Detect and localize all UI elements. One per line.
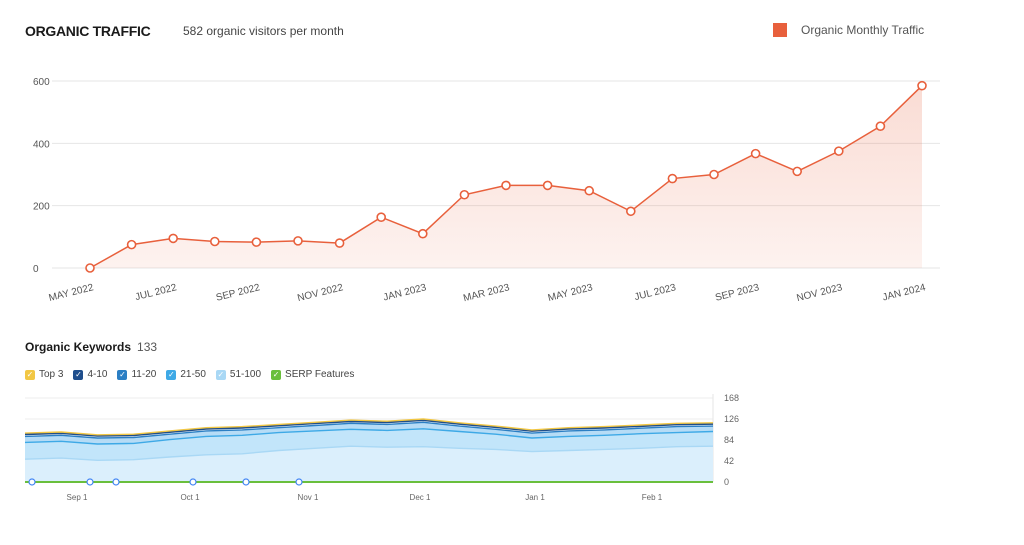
traffic-point[interactable] <box>459 189 470 200</box>
traffic-point[interactable] <box>792 166 803 177</box>
legend-label: SERP Features <box>285 369 355 380</box>
google-update-marker[interactable] <box>189 478 197 486</box>
x-tick-label: Dec 1 <box>410 493 431 502</box>
legend-label: 11-20 <box>131 369 157 380</box>
legend-item[interactable]: ✓ 11-20 <box>117 369 156 380</box>
legend-checkbox-icon[interactable]: ✓ <box>25 369 35 380</box>
legend-label: 4-10 <box>87 369 108 380</box>
y-tick-label: 600 <box>33 77 50 88</box>
traffic-point[interactable] <box>542 180 553 191</box>
google-update-marker[interactable] <box>295 478 303 486</box>
keywords-line-51-100 <box>24 445 714 462</box>
keywords-title: Organic Keywords 133 <box>25 340 158 354</box>
x-tick-label: Feb 1 <box>642 493 663 502</box>
keywords-line-Top 3 <box>24 418 714 436</box>
keywords-count: 133 <box>137 340 158 354</box>
chart-title: ORGANIC TRAFFIC <box>25 23 151 39</box>
x-tick-label: Sep 1 <box>67 493 88 502</box>
google-update-marker[interactable] <box>112 478 120 486</box>
y-tick-label: 200 <box>33 202 50 213</box>
traffic-point[interactable] <box>625 206 636 217</box>
legend-label: Top 3 <box>39 369 64 380</box>
keywords-line-4-10 <box>24 419 714 437</box>
y-tick-label: 0 <box>33 264 39 275</box>
traffic-point[interactable] <box>85 263 95 273</box>
traffic-point[interactable] <box>293 236 303 246</box>
legend-label: 21-50 <box>180 369 206 380</box>
x-tick-label: Jan 1 <box>525 493 545 502</box>
traffic-point[interactable] <box>750 148 761 159</box>
legend-checkbox-icon[interactable]: ✓ <box>166 369 177 380</box>
legend-label: 51-100 <box>229 369 262 380</box>
legend-item[interactable]: ✓ 4-10 <box>73 369 107 380</box>
traffic-point[interactable] <box>875 121 886 131</box>
legend-checkbox-icon[interactable]: ✓ <box>117 369 128 380</box>
legend-item[interactable]: ✓ 21-50 <box>166 369 206 380</box>
traffic-point[interactable] <box>126 239 137 250</box>
traffic-legend[interactable]: Organic Monthly Traffic <box>773 23 924 37</box>
legend-item[interactable]: ✓ 51-100 <box>215 369 262 380</box>
legend-label: Organic Monthly Traffic <box>801 23 925 37</box>
google-update-marker[interactable] <box>242 478 250 486</box>
y-tick-label: 126 <box>724 414 739 424</box>
legend-item[interactable]: ✓ Top 3 <box>25 369 63 380</box>
legend-checkbox-icon[interactable]: ✓ <box>215 369 226 380</box>
traffic-point[interactable] <box>168 233 178 244</box>
traffic-point[interactable] <box>417 228 428 239</box>
traffic-point[interactable] <box>501 180 511 191</box>
y-tick-label: 400 <box>33 139 50 150</box>
keywords-legend[interactable]: ✓ Top 3 ✓ 4-10 ✓ 11-20 ✓ 21-50 ✓ 51-100 ✓ SERP Feat… <box>25 369 354 380</box>
y-tick-label: 42 <box>724 456 734 466</box>
google-update-marker[interactable] <box>28 478 36 486</box>
x-tick-label: Oct 1 <box>180 493 200 502</box>
y-tick-label: 84 <box>724 435 734 445</box>
keywords-area-51-100 <box>25 446 713 482</box>
traffic-point[interactable] <box>376 212 387 222</box>
traffic-point[interactable] <box>833 146 844 156</box>
y-tick-label: 0 <box>724 477 729 487</box>
traffic-point[interactable] <box>917 80 927 91</box>
legend-item[interactable]: ✓ SERP Features <box>271 369 354 380</box>
traffic-point[interactable] <box>251 237 262 247</box>
traffic-point[interactable] <box>584 185 595 196</box>
legend-swatch <box>773 23 787 37</box>
keywords-line-21-50 <box>24 428 714 445</box>
y-tick-label: 168 <box>724 393 739 403</box>
chart-subtitle: 582 organic visitors per month <box>183 24 344 38</box>
traffic-point[interactable] <box>709 169 719 180</box>
traffic-area <box>90 85 922 268</box>
traffic-point[interactable] <box>667 173 678 184</box>
traffic-point[interactable] <box>334 238 345 248</box>
traffic-point[interactable] <box>210 236 220 247</box>
legend-checkbox-icon[interactable]: ✓ <box>271 369 282 380</box>
legend-checkbox-icon[interactable]: ✓ <box>73 369 84 380</box>
google-update-marker[interactable] <box>86 478 94 486</box>
x-tick-label: Nov 1 <box>298 493 319 502</box>
keywords-line-11-20 <box>24 421 714 439</box>
